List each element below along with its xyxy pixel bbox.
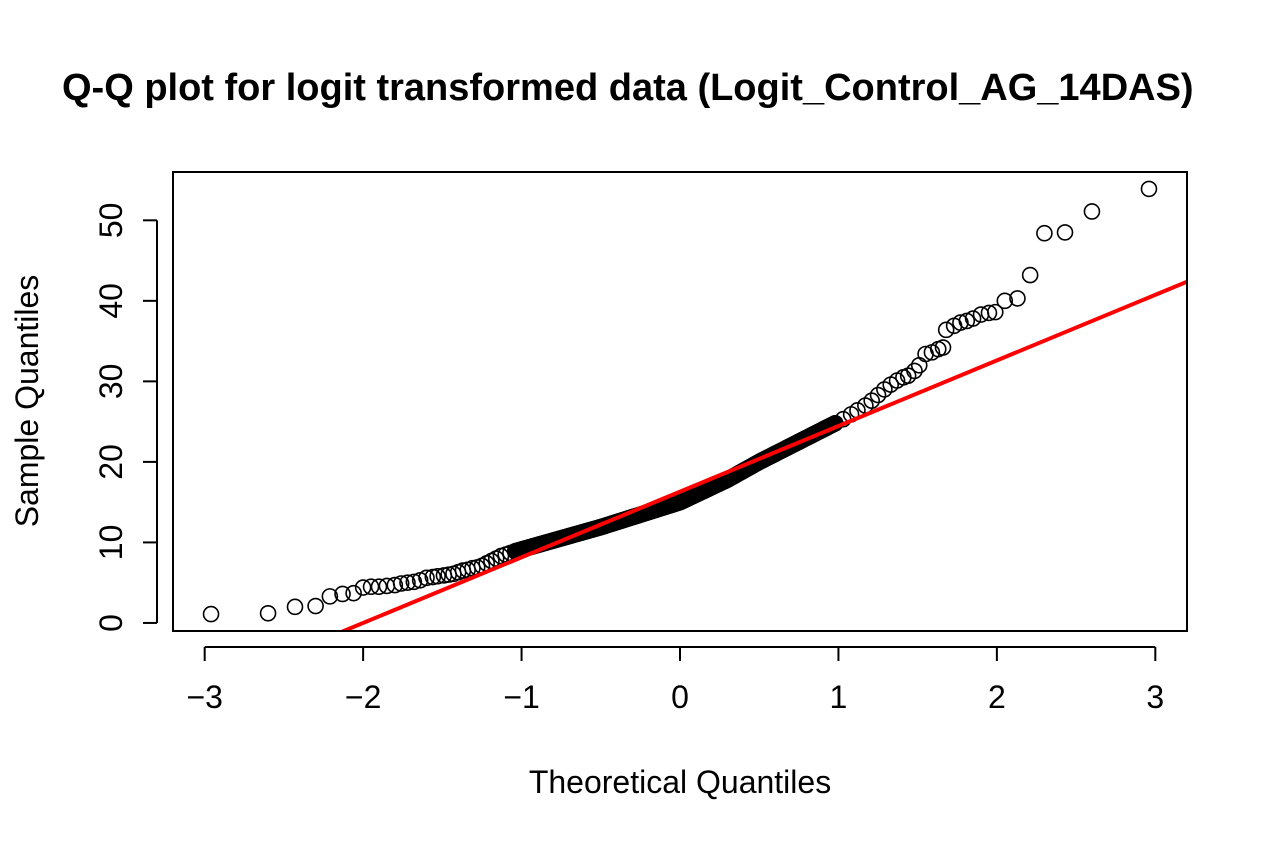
data-point: [345, 584, 362, 602]
data-point: [952, 314, 969, 331]
data-point: [1036, 224, 1053, 242]
data-point: [937, 321, 955, 339]
data-point: [399, 574, 416, 591]
chart-title: Q-Q plot for logit transformed data (Log…: [62, 67, 1194, 109]
data-point: [996, 292, 1014, 310]
data-point: [964, 310, 982, 327]
data-point: [392, 575, 410, 592]
y-axis: 0 10 20 30 40 50: [93, 203, 158, 632]
data-point: [202, 605, 220, 623]
data-point: [334, 585, 351, 603]
data-point: [418, 569, 435, 587]
points-layer: [202, 180, 1158, 623]
y-tick-label: 10: [93, 525, 129, 561]
data-point: [906, 362, 923, 380]
data-point: [934, 339, 952, 356]
data-point: [307, 597, 324, 615]
data-point: [869, 386, 887, 404]
data-point: [1056, 224, 1074, 241]
y-tick-label: 30: [93, 364, 129, 400]
y-tick-label: 40: [93, 283, 129, 319]
data-point: [362, 578, 380, 596]
x-tick-label: 3: [1146, 679, 1164, 715]
data-point: [1083, 203, 1101, 220]
data-point: [1021, 266, 1039, 284]
x-tick-label: 0: [671, 679, 689, 715]
data-point: [321, 588, 339, 605]
data-point: [863, 392, 881, 409]
data-point: [429, 567, 446, 585]
x-tick-label: −3: [186, 679, 222, 715]
data-point: [259, 604, 277, 622]
data-point: [405, 573, 423, 591]
data-point: [370, 578, 388, 596]
x-tick-label: −1: [503, 679, 539, 715]
plot-frame: [172, 171, 1188, 632]
y-tick-label: 50: [93, 203, 129, 239]
data-point: [286, 598, 304, 616]
data-point: [354, 579, 372, 596]
data-point: [986, 303, 1004, 321]
y-tick-label: 0: [93, 614, 129, 632]
x-axis-label: Theoretical Quantiles: [529, 764, 831, 800]
data-point: [1140, 180, 1158, 198]
x-tick-label: 2: [988, 679, 1006, 715]
data-point: [1009, 290, 1026, 307]
y-tick-label: 20: [93, 444, 129, 480]
data-point: [386, 576, 404, 594]
y-axis-label: Sample Quantiles: [9, 275, 45, 528]
x-axis: −3 −2 −1 0 1 2 3: [186, 646, 1164, 715]
x-tick-label: 1: [830, 679, 848, 715]
reference-line: [338, 279, 1187, 631]
x-tick-label: −2: [345, 679, 381, 715]
data-point: [980, 304, 998, 322]
